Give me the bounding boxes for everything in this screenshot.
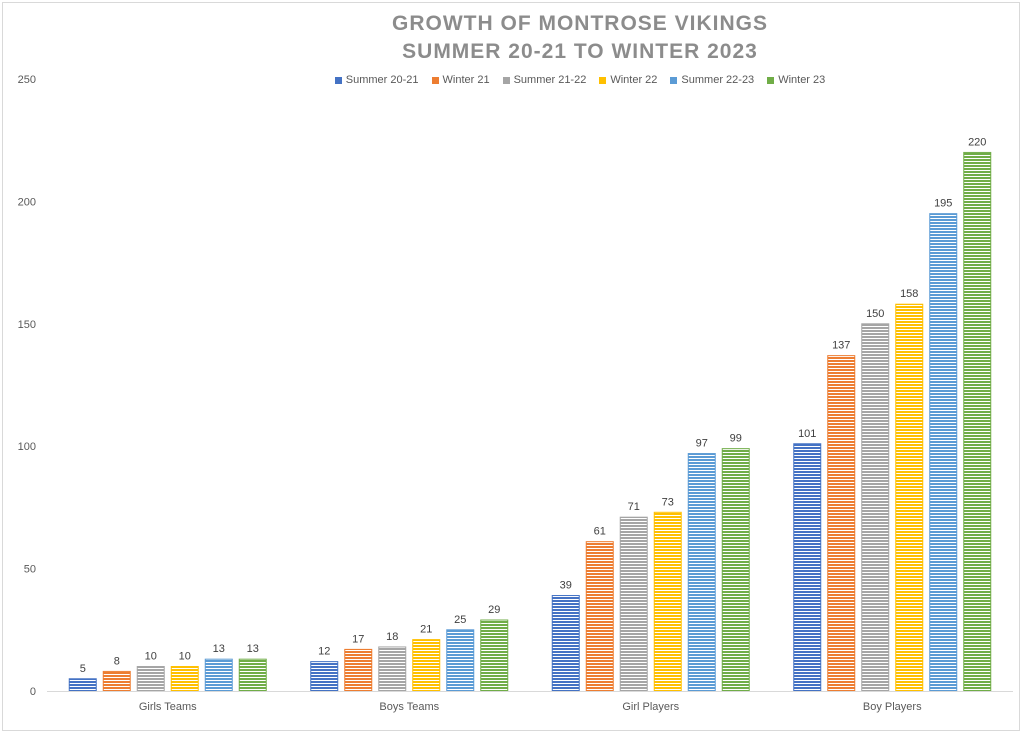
bar [204,658,233,692]
bar [929,213,958,692]
data-label: 8 [114,655,120,667]
data-label: 99 [730,433,742,445]
bar [480,619,509,692]
data-label: 71 [628,501,640,513]
data-label: 10 [145,651,157,663]
legend-label: Winter 21 [442,74,490,86]
bar [619,516,648,692]
legend-swatch [670,76,678,84]
data-label: 150 [866,308,884,320]
bar [378,646,407,692]
legend-label: Summer 20-21 [345,74,419,86]
x-category-label: Boys Teams [379,701,439,713]
bars [68,151,992,692]
data-label: 10 [179,651,191,663]
data-label: 29 [488,604,500,616]
data-label: 220 [968,136,986,148]
legend-swatch [334,76,342,84]
data-label: 195 [934,198,952,210]
chart-title-line1: GROWTH OF MONTROSE VIKINGS [392,12,768,35]
data-label: 101 [798,428,816,440]
legend-item: Winter 22 [599,74,657,86]
legend-swatch [599,76,607,84]
legend-item: Summer 21-22 [502,74,587,86]
legend-label: Winter 22 [610,74,658,86]
data-label: 17 [352,633,364,645]
bar [102,670,131,692]
x-axis: Girls Teams Boys Teams Girl Players Boy Pla… [47,691,1013,713]
data-label: 25 [454,614,466,626]
data-label: 73 [662,496,674,508]
bar [687,453,716,692]
bar [551,595,580,692]
data-label: 13 [247,643,259,655]
bar [68,678,97,692]
data-label: 39 [560,580,572,592]
legend-item: Winter 23 [767,74,825,86]
x-category-label: Boy Players [863,701,922,713]
data-label: 12 [318,646,330,658]
chart-title-line2: SUMMER 20-21 TO WINTER 2023 [402,40,758,63]
legend-label: Summer 21-22 [513,74,587,86]
bar [238,658,267,692]
bar [827,355,856,692]
bar [895,303,924,692]
legend-item: Summer 22-23 [670,74,754,86]
data-label: 137 [832,340,850,352]
legend-swatch [767,76,775,84]
legend-item: Summer 20-21 [334,74,419,86]
data-label: 21 [420,624,432,636]
y-tick-label: 100 [18,441,36,453]
legend-swatch [431,76,439,84]
bar [344,648,373,692]
bar [412,639,441,692]
data-label: 18 [386,631,398,643]
legend-swatch [502,76,510,84]
legend-item: Winter 21 [431,74,490,86]
data-label: 158 [900,288,918,300]
data-labels: 5 8 10 10 13 13 12 17 18 21 25 29 39 61 71 73 97 99 101 137… [80,136,987,674]
bar [963,151,992,692]
legend-label: Summer 22-23 [681,74,755,86]
data-label: 97 [696,438,708,450]
bar [653,511,682,692]
y-tick-label: 0 [30,686,36,698]
bar [585,541,614,692]
chart-legend: Summer 20-21 Winter 21 Summer 21-22 Winter … [280,74,880,86]
data-label: 13 [213,643,225,655]
bar [793,443,822,692]
bar [136,666,165,692]
x-category-label: Girl Players [622,701,679,713]
y-tick-label: 250 [18,74,36,86]
y-tick-label: 200 [18,196,36,208]
y-tick-label: 150 [18,319,36,331]
y-tick-label: 50 [24,564,36,576]
legend-label: Winter 23 [778,74,826,86]
bar [861,323,890,692]
bar [170,666,199,692]
bar [721,448,750,692]
y-axis: 0 50 100 150 200 250 [18,74,36,698]
data-label: 5 [80,663,86,675]
bar [446,629,475,692]
x-category-label: Girls Teams [139,701,197,713]
data-label: 61 [594,526,606,538]
bar [310,661,339,692]
